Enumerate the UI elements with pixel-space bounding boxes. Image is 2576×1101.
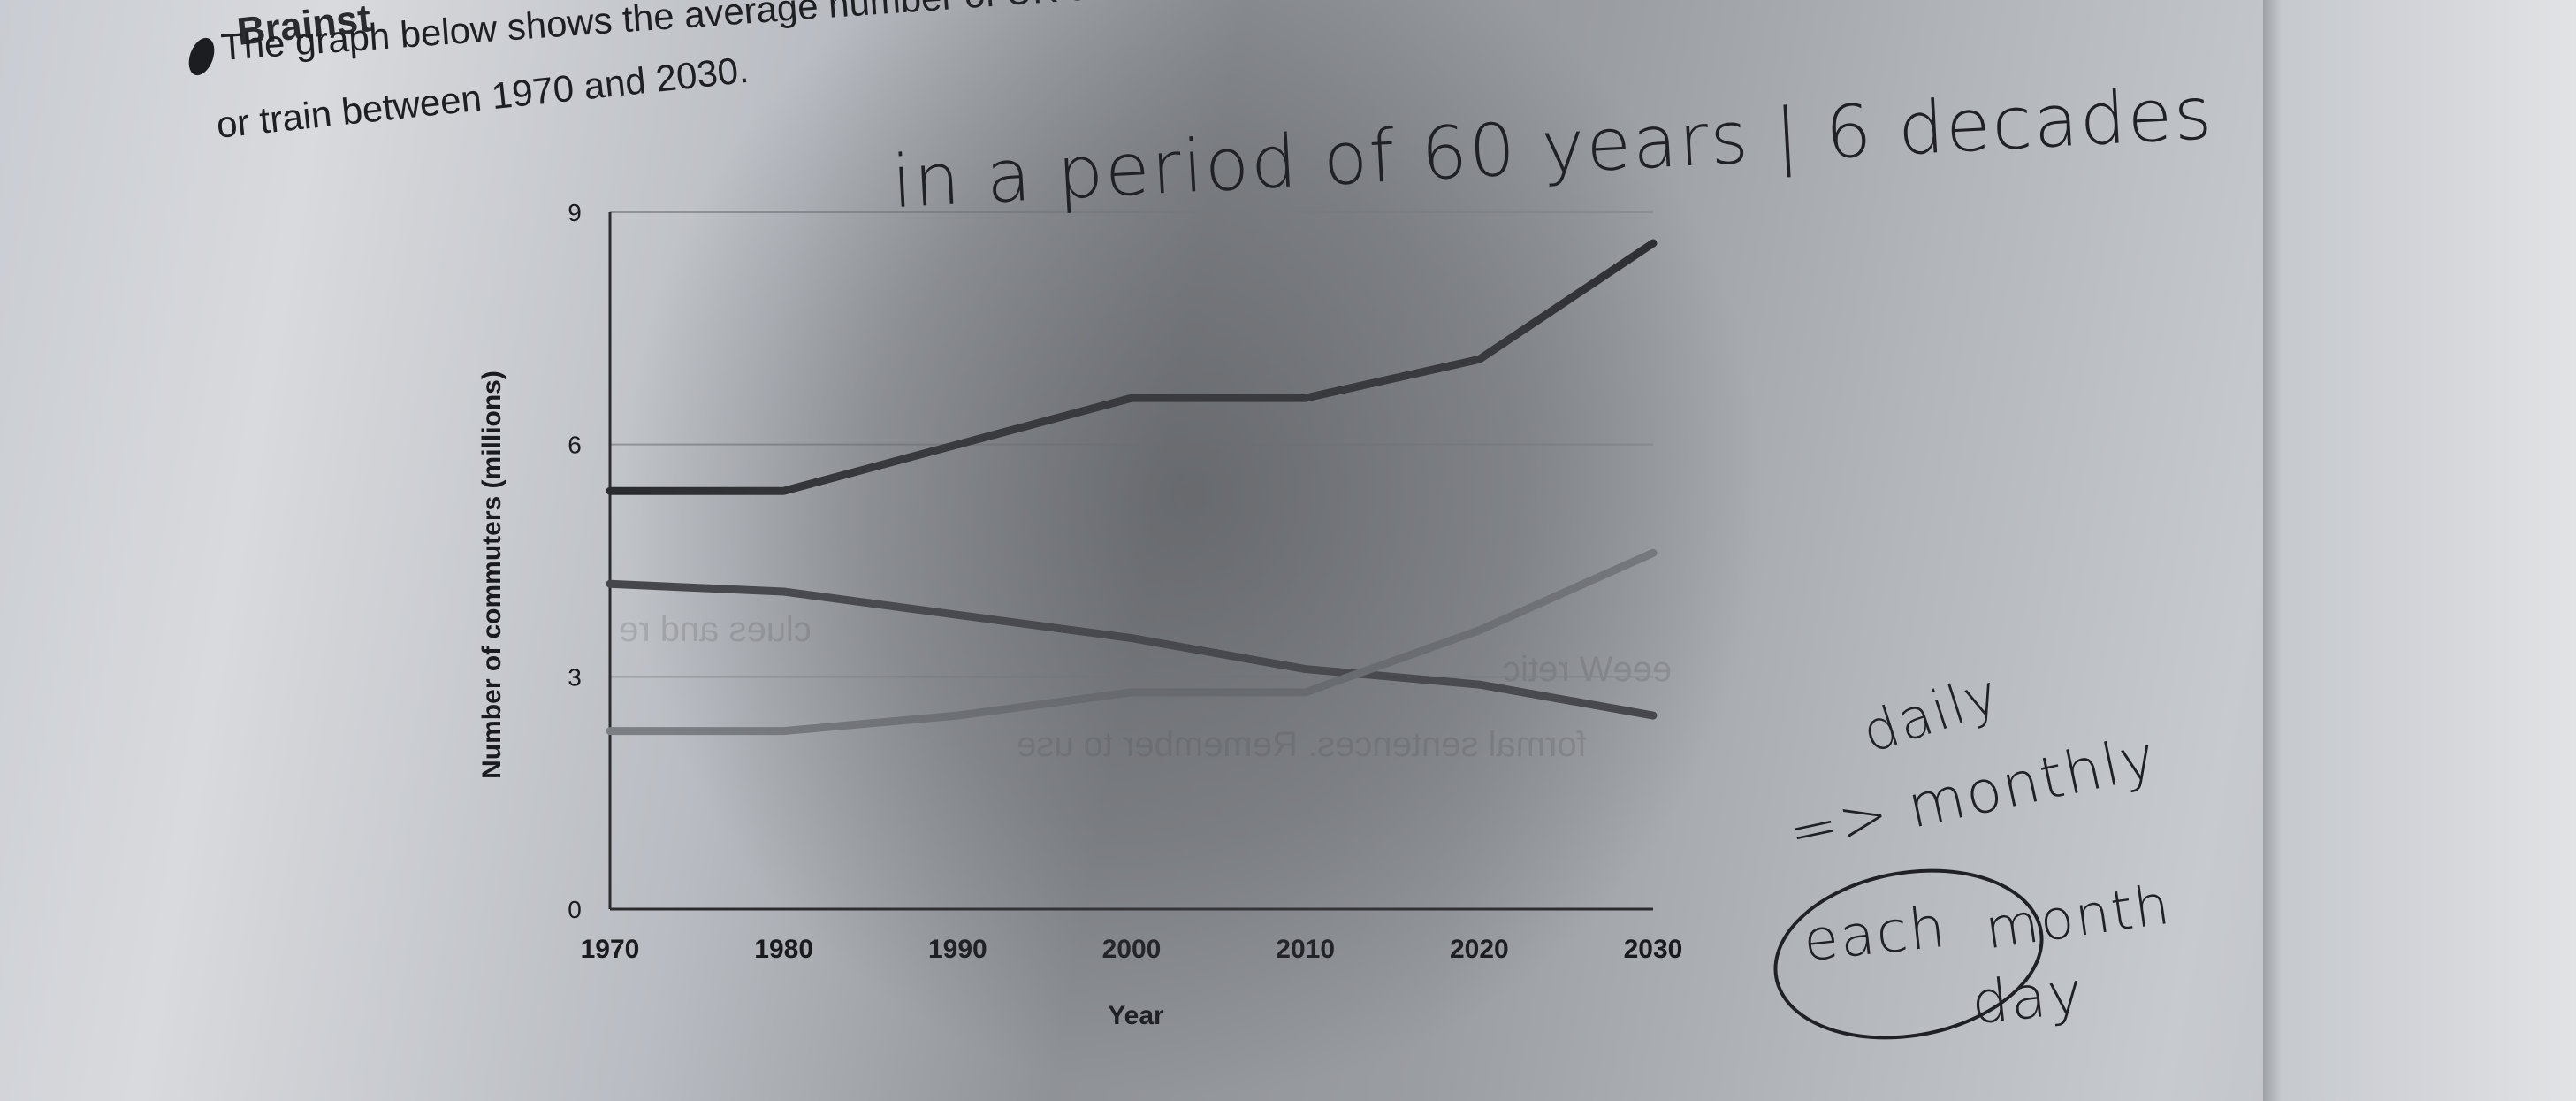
y-axis-label: Number of commuters (millions): [477, 371, 507, 779]
x-tick-labels: 1970 1980 1990 2000 2010 2020 2030: [581, 935, 1683, 964]
series-line: [606, 239, 1658, 495]
page-stack-edge: [2263, 0, 2576, 1101]
y-tick-label: 0: [568, 896, 582, 923]
chart-gridlines: [610, 211, 1653, 678]
x-tick-label: 1970: [581, 935, 640, 964]
x-tick-label: 1990: [928, 935, 987, 964]
x-tick-label: 2000: [1102, 935, 1162, 964]
y-tick-label: 3: [568, 663, 582, 691]
chart-series: [606, 239, 1658, 736]
x-axis-label: Year: [1108, 1001, 1164, 1030]
y-tick-labels: 0 3 6 9: [568, 199, 582, 923]
x-tick-label: 2010: [1276, 935, 1335, 964]
y-tick-label: 6: [568, 432, 582, 459]
chart-axes: [608, 212, 1653, 911]
x-tick-label: 2020: [1450, 935, 1509, 964]
handwritten-note-day: day: [1968, 958, 2088, 1038]
x-tick-label: 2030: [1624, 935, 1683, 964]
x-tick-label: 1980: [754, 935, 813, 964]
y-tick-label: 9: [568, 199, 582, 226]
